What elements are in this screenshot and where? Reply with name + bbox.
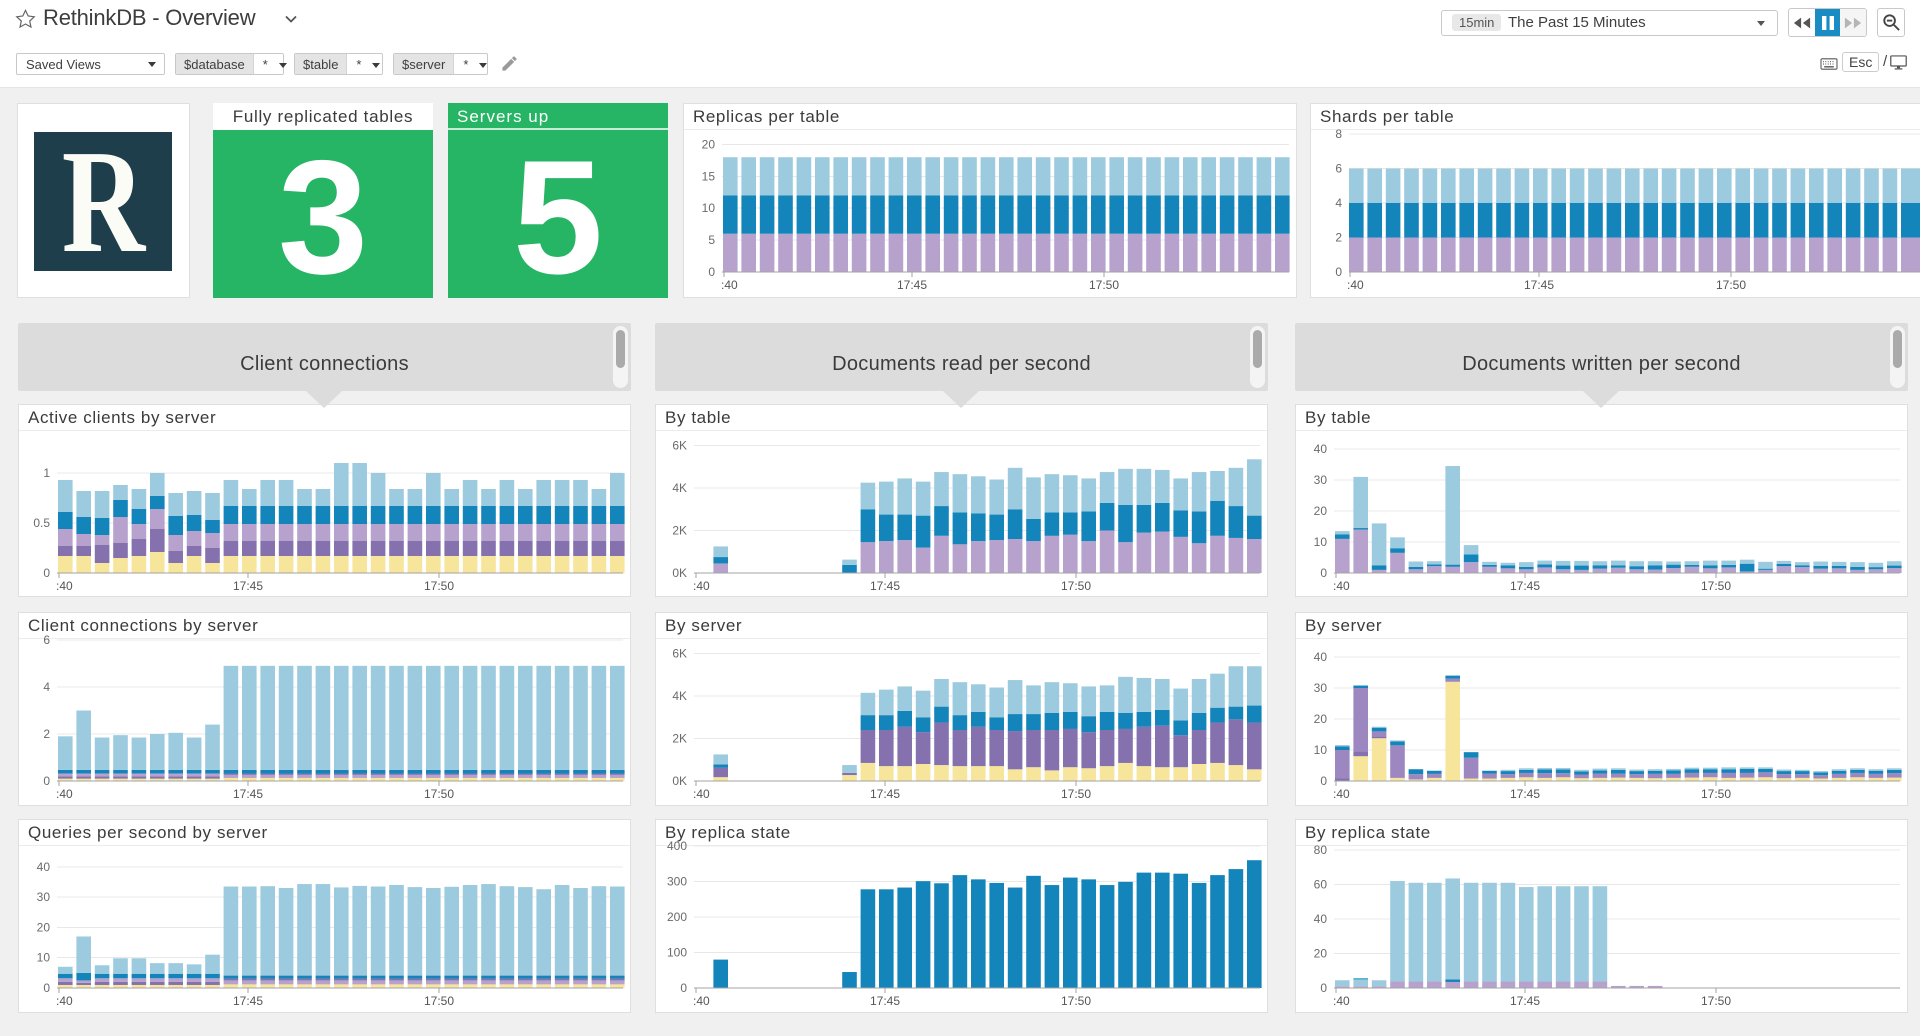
- svg-text:17:45: 17:45: [870, 994, 900, 1008]
- svg-text::40: :40: [1333, 994, 1350, 1008]
- svg-text:60: 60: [1314, 878, 1328, 892]
- svg-text:30: 30: [1314, 473, 1328, 487]
- svg-text:17:50: 17:50: [424, 787, 454, 801]
- svg-text:17:45: 17:45: [870, 579, 900, 593]
- svg-text:1: 1: [43, 466, 50, 480]
- svg-text:17:50: 17:50: [424, 579, 454, 593]
- svg-text:0: 0: [680, 981, 687, 995]
- svg-text:17:50: 17:50: [1061, 994, 1091, 1008]
- svg-text:17:50: 17:50: [1701, 787, 1731, 801]
- svg-text::40: :40: [1347, 278, 1364, 292]
- svg-text:5: 5: [708, 233, 715, 247]
- svg-text:17:50: 17:50: [424, 994, 454, 1008]
- svg-text:10: 10: [1314, 535, 1328, 549]
- svg-text:17:45: 17:45: [1510, 787, 1540, 801]
- svg-text:6K: 6K: [672, 439, 687, 453]
- svg-text:17:50: 17:50: [1701, 994, 1731, 1008]
- svg-text:20: 20: [1314, 947, 1328, 961]
- svg-text:17:45: 17:45: [897, 278, 927, 292]
- svg-text:0: 0: [43, 981, 50, 995]
- svg-text::40: :40: [1333, 579, 1350, 593]
- svg-text:17:45: 17:45: [1510, 579, 1540, 593]
- svg-text:4: 4: [1335, 196, 1342, 210]
- svg-text:17:45: 17:45: [870, 787, 900, 801]
- svg-text:17:45: 17:45: [1524, 278, 1554, 292]
- svg-text:6K: 6K: [672, 647, 687, 661]
- svg-text:40: 40: [1314, 650, 1328, 664]
- svg-text:17:45: 17:45: [233, 787, 263, 801]
- svg-text:0: 0: [1320, 774, 1327, 788]
- svg-text:2: 2: [1335, 231, 1342, 245]
- svg-text:4K: 4K: [672, 481, 687, 495]
- svg-text:4K: 4K: [672, 689, 687, 703]
- svg-text:40: 40: [1314, 442, 1328, 456]
- svg-text::40: :40: [693, 787, 710, 801]
- svg-text:0: 0: [1320, 981, 1327, 995]
- svg-text:0K: 0K: [672, 566, 687, 580]
- svg-text:17:50: 17:50: [1061, 787, 1091, 801]
- svg-text:2K: 2K: [672, 732, 687, 746]
- svg-text::40: :40: [693, 994, 710, 1008]
- svg-text:4: 4: [43, 680, 50, 694]
- svg-text:30: 30: [37, 890, 51, 904]
- svg-text:17:45: 17:45: [1510, 994, 1540, 1008]
- svg-text:0: 0: [1320, 566, 1327, 580]
- svg-text:40: 40: [37, 860, 51, 874]
- svg-text:15: 15: [702, 169, 716, 183]
- svg-text:6: 6: [43, 633, 50, 647]
- svg-text::40: :40: [56, 787, 73, 801]
- svg-text:17:50: 17:50: [1061, 579, 1091, 593]
- svg-text:30: 30: [1314, 681, 1328, 695]
- svg-text:20: 20: [1314, 504, 1328, 518]
- svg-text:17:45: 17:45: [233, 579, 263, 593]
- svg-text:8: 8: [1335, 127, 1342, 141]
- svg-text:100: 100: [667, 946, 687, 960]
- svg-text:0: 0: [43, 774, 50, 788]
- svg-text:17:50: 17:50: [1701, 579, 1731, 593]
- svg-text:0K: 0K: [672, 774, 687, 788]
- svg-text:20: 20: [702, 138, 716, 152]
- svg-text:10: 10: [37, 951, 51, 965]
- svg-text:20: 20: [1314, 712, 1328, 726]
- svg-text:200: 200: [667, 910, 687, 924]
- svg-text::40: :40: [56, 579, 73, 593]
- svg-text:6: 6: [1335, 162, 1342, 176]
- svg-text:2: 2: [43, 727, 50, 741]
- svg-text:17:50: 17:50: [1089, 278, 1119, 292]
- svg-text:17:50: 17:50: [1716, 278, 1746, 292]
- svg-text:400: 400: [667, 839, 687, 853]
- svg-text:0: 0: [1335, 265, 1342, 279]
- svg-text:10: 10: [1314, 743, 1328, 757]
- svg-text:40: 40: [1314, 912, 1328, 926]
- svg-text:80: 80: [1314, 843, 1328, 857]
- svg-text::40: :40: [693, 579, 710, 593]
- svg-text:300: 300: [667, 875, 687, 889]
- svg-text:0: 0: [43, 566, 50, 580]
- svg-text:17:45: 17:45: [233, 994, 263, 1008]
- svg-text:20: 20: [37, 920, 51, 934]
- svg-text:10: 10: [702, 201, 716, 215]
- svg-text:0.5: 0.5: [33, 516, 50, 530]
- svg-text:0: 0: [708, 265, 715, 279]
- svg-text::40: :40: [1333, 787, 1350, 801]
- svg-text:2K: 2K: [672, 524, 687, 538]
- svg-text::40: :40: [721, 278, 738, 292]
- svg-text::40: :40: [56, 994, 73, 1008]
